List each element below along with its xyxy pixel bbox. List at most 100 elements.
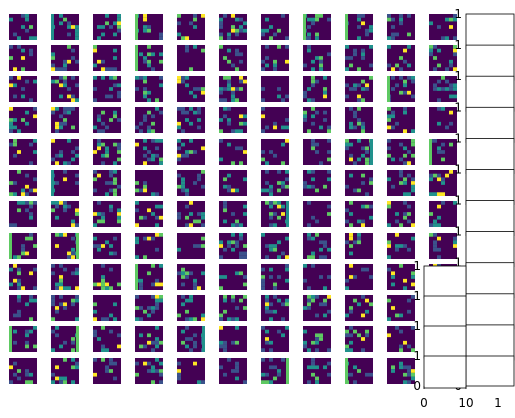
tile-cell bbox=[353, 380, 357, 384]
tile-cell bbox=[319, 125, 323, 130]
tile-cell bbox=[311, 98, 315, 102]
tile-cell bbox=[55, 309, 59, 314]
tile-cell bbox=[113, 76, 117, 80]
tile-cell bbox=[117, 157, 121, 162]
tile-cell bbox=[71, 337, 75, 341]
tile-cell bbox=[349, 142, 353, 147]
tile-cell bbox=[113, 56, 117, 60]
tile-background bbox=[135, 76, 163, 102]
tile-cell bbox=[97, 244, 101, 248]
tile-cell bbox=[75, 181, 79, 185]
ytick-label: 1 bbox=[454, 256, 462, 270]
tile-cell bbox=[307, 87, 311, 91]
tile-cell bbox=[433, 139, 437, 143]
image-tile bbox=[387, 295, 415, 321]
tile-cell bbox=[387, 118, 391, 122]
tile-cell bbox=[323, 244, 327, 248]
image-tile bbox=[387, 201, 415, 227]
tile-cell bbox=[97, 25, 101, 29]
image-tile bbox=[429, 170, 457, 196]
tile-cell bbox=[437, 236, 441, 241]
tile-cell bbox=[117, 212, 121, 216]
tile-cell bbox=[55, 204, 59, 209]
tile-cell bbox=[185, 298, 189, 303]
tile-cell bbox=[9, 76, 13, 80]
tile-cell bbox=[311, 121, 315, 126]
tile-cell bbox=[51, 295, 55, 299]
tile-cell bbox=[223, 114, 227, 119]
tile-cell bbox=[29, 215, 33, 220]
tile-edge-stripe bbox=[370, 139, 373, 165]
tile-cell bbox=[235, 219, 239, 224]
tile-cell bbox=[353, 110, 357, 115]
tile-cell bbox=[75, 28, 79, 33]
tile-cell bbox=[399, 329, 403, 334]
tile-cell bbox=[223, 208, 227, 213]
tile-cell bbox=[75, 153, 79, 158]
tile-cell bbox=[285, 267, 289, 272]
tile-cell bbox=[311, 170, 315, 174]
tile-cell bbox=[97, 139, 101, 143]
tile-cell bbox=[261, 233, 265, 237]
tile-cell bbox=[33, 114, 37, 119]
tile-cell bbox=[323, 298, 327, 303]
tile-cell bbox=[147, 125, 151, 130]
tile-background bbox=[93, 295, 121, 321]
tile-cell bbox=[281, 142, 285, 147]
tile-cell bbox=[269, 275, 273, 279]
tile-cell bbox=[357, 233, 361, 237]
tile-cell bbox=[105, 181, 109, 185]
tile-cell bbox=[71, 98, 75, 102]
tile-cell bbox=[21, 67, 25, 71]
tile-cell bbox=[411, 271, 415, 276]
tile-cell bbox=[365, 146, 369, 151]
tile-cell bbox=[75, 83, 79, 88]
tile-cell bbox=[101, 215, 105, 220]
tile-cell bbox=[327, 139, 331, 143]
tile-cell bbox=[29, 188, 33, 193]
tile-cell bbox=[391, 67, 395, 71]
tile-cell bbox=[25, 17, 29, 22]
tile-cell bbox=[13, 139, 17, 143]
tile-cell bbox=[391, 110, 395, 115]
tile-cell bbox=[105, 282, 109, 287]
tile-cell bbox=[261, 372, 265, 377]
tile-cell bbox=[189, 121, 193, 126]
tile-cell bbox=[63, 177, 67, 182]
tile-cell bbox=[353, 298, 357, 303]
tile-cell bbox=[323, 90, 327, 95]
tile-cell bbox=[113, 32, 117, 37]
tile-cell bbox=[361, 48, 365, 53]
tile-cell bbox=[189, 150, 193, 154]
tile-cell bbox=[63, 286, 67, 290]
tile-cell bbox=[433, 240, 437, 245]
tile-cell bbox=[101, 129, 105, 133]
tile-cell bbox=[101, 264, 105, 268]
tile-cell bbox=[449, 25, 453, 29]
tile-cell bbox=[441, 192, 445, 196]
tile-cell bbox=[345, 219, 349, 224]
tile-cell bbox=[101, 32, 105, 37]
tile-cell bbox=[411, 348, 415, 352]
tile-cell bbox=[345, 139, 349, 143]
tile-cell bbox=[29, 212, 33, 216]
tile-cell bbox=[71, 125, 75, 130]
tile-cell bbox=[71, 348, 75, 352]
tile-cell bbox=[399, 67, 403, 71]
tile-cell bbox=[357, 14, 361, 18]
tile-cell bbox=[387, 223, 391, 227]
tile-cell bbox=[411, 275, 415, 279]
tile-cell bbox=[147, 98, 151, 102]
tile-cell bbox=[33, 201, 37, 205]
tile-cell bbox=[223, 201, 227, 205]
tile-cell bbox=[315, 32, 319, 37]
image-tile bbox=[261, 233, 289, 259]
tile-cell bbox=[147, 59, 151, 64]
tile-cell bbox=[71, 365, 75, 370]
tile-cell bbox=[285, 298, 289, 303]
tile-cell bbox=[361, 79, 365, 84]
tile-cell bbox=[361, 348, 365, 352]
tile-cell bbox=[197, 212, 201, 216]
tile-cell bbox=[307, 306, 311, 310]
tile-cell bbox=[151, 369, 155, 373]
